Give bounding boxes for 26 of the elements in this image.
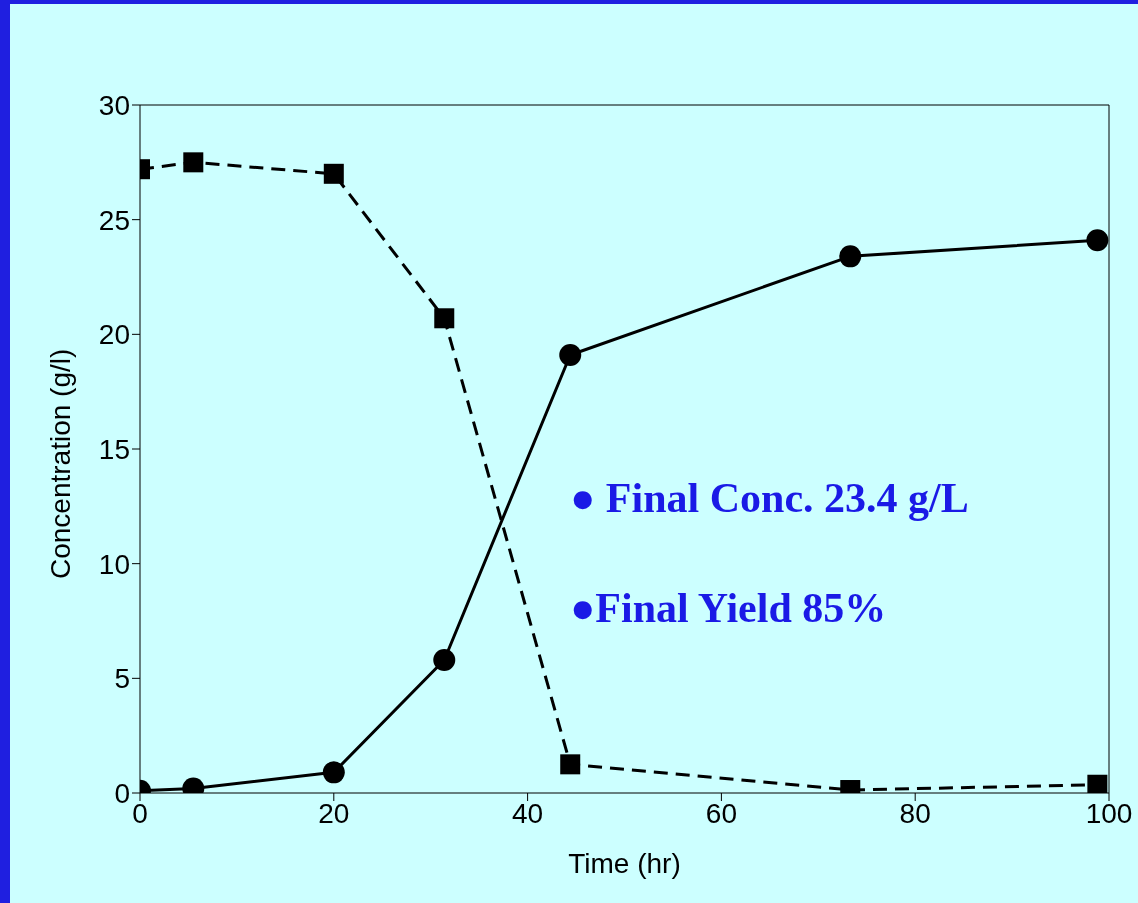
point — [1086, 229, 1109, 252]
y-tick-label: 25 — [98, 204, 130, 236]
point — [1087, 774, 1108, 793]
y-tick-label: 10 — [98, 548, 130, 580]
point — [433, 648, 456, 671]
x-tick-label: 80 — [899, 797, 931, 829]
y-tick-label: 30 — [98, 89, 130, 121]
y-tick-label: 0 — [114, 777, 130, 809]
point — [183, 152, 204, 173]
x-tick-label: 20 — [318, 797, 350, 829]
point — [839, 245, 862, 268]
x-axis-title: Time (hr) — [568, 848, 681, 879]
point — [322, 761, 345, 784]
annotation: ●Final Yield 85% — [570, 584, 887, 632]
x-tick-label: 40 — [512, 797, 544, 829]
x-tick-label: 100 — [1085, 797, 1133, 829]
y-tick-label: 15 — [98, 433, 130, 465]
x-tick-label: 60 — [705, 797, 737, 829]
point — [434, 308, 455, 329]
point — [560, 754, 581, 775]
annotation: ● Final Conc. 23.4 g/L — [570, 474, 969, 522]
y-tick-label: 20 — [98, 319, 130, 351]
point — [559, 343, 582, 366]
point — [323, 163, 344, 184]
y-tick-label: 5 — [114, 663, 130, 695]
y-axis-title: Concentration (g/l) — [44, 348, 76, 579]
